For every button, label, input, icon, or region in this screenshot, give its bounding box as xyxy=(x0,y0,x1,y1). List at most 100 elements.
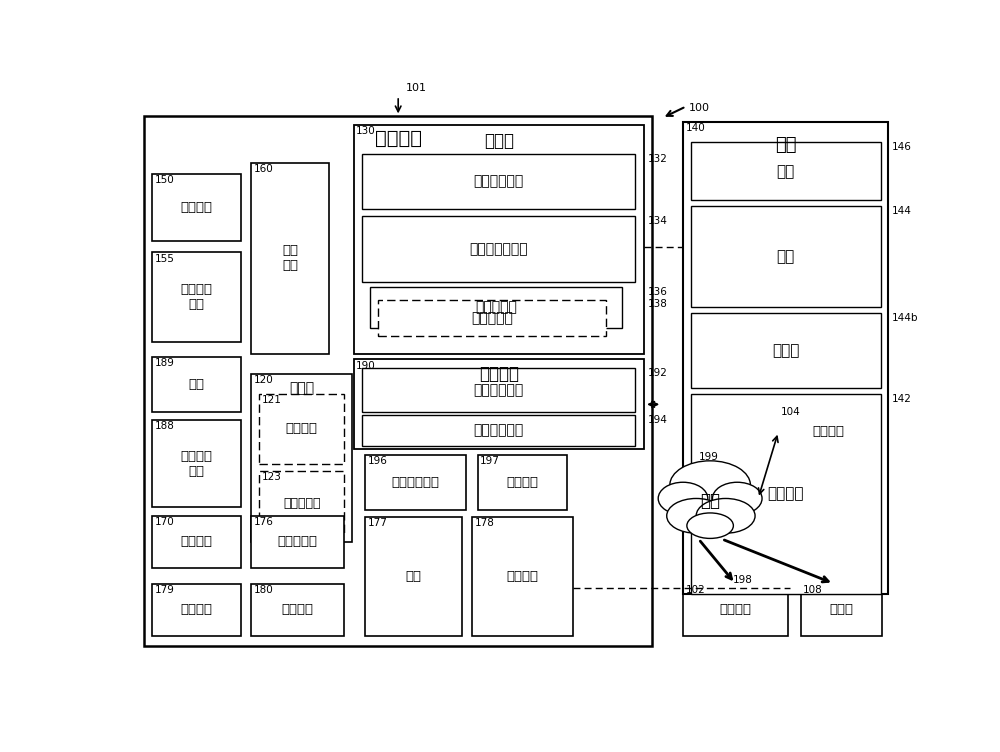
Ellipse shape xyxy=(712,482,762,514)
Bar xyxy=(152,253,241,342)
Bar xyxy=(251,162,329,353)
Bar xyxy=(152,584,241,635)
Bar xyxy=(362,414,635,447)
Bar xyxy=(362,368,635,411)
Bar xyxy=(144,117,652,646)
Text: 电子装置: 电子装置 xyxy=(719,603,751,616)
Text: 198: 198 xyxy=(733,575,753,584)
Text: 108: 108 xyxy=(803,585,823,595)
Text: 177: 177 xyxy=(368,518,387,528)
Text: 应用: 应用 xyxy=(777,249,795,264)
Text: 电子装置: 电子装置 xyxy=(375,129,422,148)
Text: 内部存储器: 内部存储器 xyxy=(475,300,517,314)
Text: 190: 190 xyxy=(356,361,376,371)
Text: 接口: 接口 xyxy=(406,570,422,583)
Text: 显示
装置: 显示 装置 xyxy=(282,244,298,272)
Bar xyxy=(778,406,879,458)
Text: 存储器: 存储器 xyxy=(484,132,514,150)
Text: 天线模块: 天线模块 xyxy=(506,476,538,489)
Text: 用户识别模块: 用户识别模块 xyxy=(392,476,440,489)
Text: 136: 136 xyxy=(648,287,668,297)
Text: 程序: 程序 xyxy=(775,136,796,154)
Bar xyxy=(362,154,635,209)
Bar xyxy=(801,584,882,635)
Text: 196: 196 xyxy=(368,456,387,466)
Text: 101: 101 xyxy=(406,83,427,93)
Text: 辅助处理器: 辅助处理器 xyxy=(283,496,320,510)
Text: 121: 121 xyxy=(261,396,281,405)
Text: 中间件: 中间件 xyxy=(772,344,799,358)
Text: 相机模块: 相机模块 xyxy=(282,603,314,616)
Bar xyxy=(365,455,466,510)
Text: 176: 176 xyxy=(254,517,274,527)
Text: 178: 178 xyxy=(475,518,494,528)
Text: 电池: 电池 xyxy=(189,378,205,390)
Text: 非易失性存储器: 非易失性存储器 xyxy=(469,242,528,256)
Text: 197: 197 xyxy=(480,456,500,466)
Bar xyxy=(251,584,344,635)
Text: 192: 192 xyxy=(648,368,668,378)
Bar xyxy=(259,472,344,535)
Text: 120: 120 xyxy=(254,375,273,385)
Bar xyxy=(691,142,881,200)
Ellipse shape xyxy=(670,461,750,509)
Bar xyxy=(152,356,241,411)
Bar xyxy=(354,359,644,449)
Text: 有线通信模块: 有线通信模块 xyxy=(473,423,524,438)
Text: 160: 160 xyxy=(254,164,273,174)
Text: 142: 142 xyxy=(892,394,912,405)
Bar xyxy=(152,174,241,241)
Text: 104: 104 xyxy=(781,407,800,417)
Text: 179: 179 xyxy=(154,585,174,595)
Ellipse shape xyxy=(667,499,726,533)
Text: 电子装置: 电子装置 xyxy=(813,426,845,438)
Text: 连接端子: 连接端子 xyxy=(507,570,539,583)
Bar xyxy=(251,374,352,542)
Text: 180: 180 xyxy=(254,585,273,595)
Bar xyxy=(365,517,462,635)
Text: 132: 132 xyxy=(648,154,668,164)
Text: 146: 146 xyxy=(892,142,912,153)
Bar xyxy=(152,420,241,507)
Text: 易失性存储器: 易失性存储器 xyxy=(473,174,524,189)
Text: 189: 189 xyxy=(154,358,174,368)
Bar xyxy=(472,517,573,635)
Text: 声音输出
装置: 声音输出 装置 xyxy=(181,284,213,311)
Bar xyxy=(378,301,606,336)
Text: 触感模块: 触感模块 xyxy=(181,603,213,616)
Ellipse shape xyxy=(687,513,733,538)
Text: 144: 144 xyxy=(892,206,912,216)
Text: 140: 140 xyxy=(685,123,705,133)
Text: 102: 102 xyxy=(685,585,705,595)
Bar xyxy=(152,516,241,568)
Bar xyxy=(259,394,344,464)
Text: 输入装置: 输入装置 xyxy=(181,201,213,214)
Bar xyxy=(478,455,567,510)
Bar xyxy=(691,206,881,308)
Text: 外部存储器: 外部存储器 xyxy=(471,311,513,326)
Text: 150: 150 xyxy=(154,175,174,185)
Text: 电源管理
模块: 电源管理 模块 xyxy=(181,450,213,478)
Bar xyxy=(683,584,788,635)
Text: 188: 188 xyxy=(154,421,174,432)
Bar xyxy=(370,287,622,328)
Ellipse shape xyxy=(696,499,755,533)
Text: 144b: 144b xyxy=(892,313,919,323)
Text: 通信模块: 通信模块 xyxy=(479,365,519,383)
Text: 网络: 网络 xyxy=(700,493,720,511)
Text: 194: 194 xyxy=(648,414,668,424)
Text: 程序: 程序 xyxy=(777,164,795,179)
Bar xyxy=(354,125,644,353)
Text: 199: 199 xyxy=(698,452,718,462)
Text: 主处理器: 主处理器 xyxy=(286,423,318,435)
Text: 无线通信模块: 无线通信模块 xyxy=(473,383,524,397)
Text: 123: 123 xyxy=(261,472,281,482)
Text: 155: 155 xyxy=(154,253,174,263)
Bar xyxy=(683,122,888,594)
Text: 138: 138 xyxy=(648,299,668,309)
Text: 134: 134 xyxy=(648,216,668,226)
Text: 100: 100 xyxy=(689,103,710,113)
Text: 操作系统: 操作系统 xyxy=(767,487,804,502)
Text: 服务器: 服务器 xyxy=(829,603,853,616)
Ellipse shape xyxy=(658,482,708,514)
